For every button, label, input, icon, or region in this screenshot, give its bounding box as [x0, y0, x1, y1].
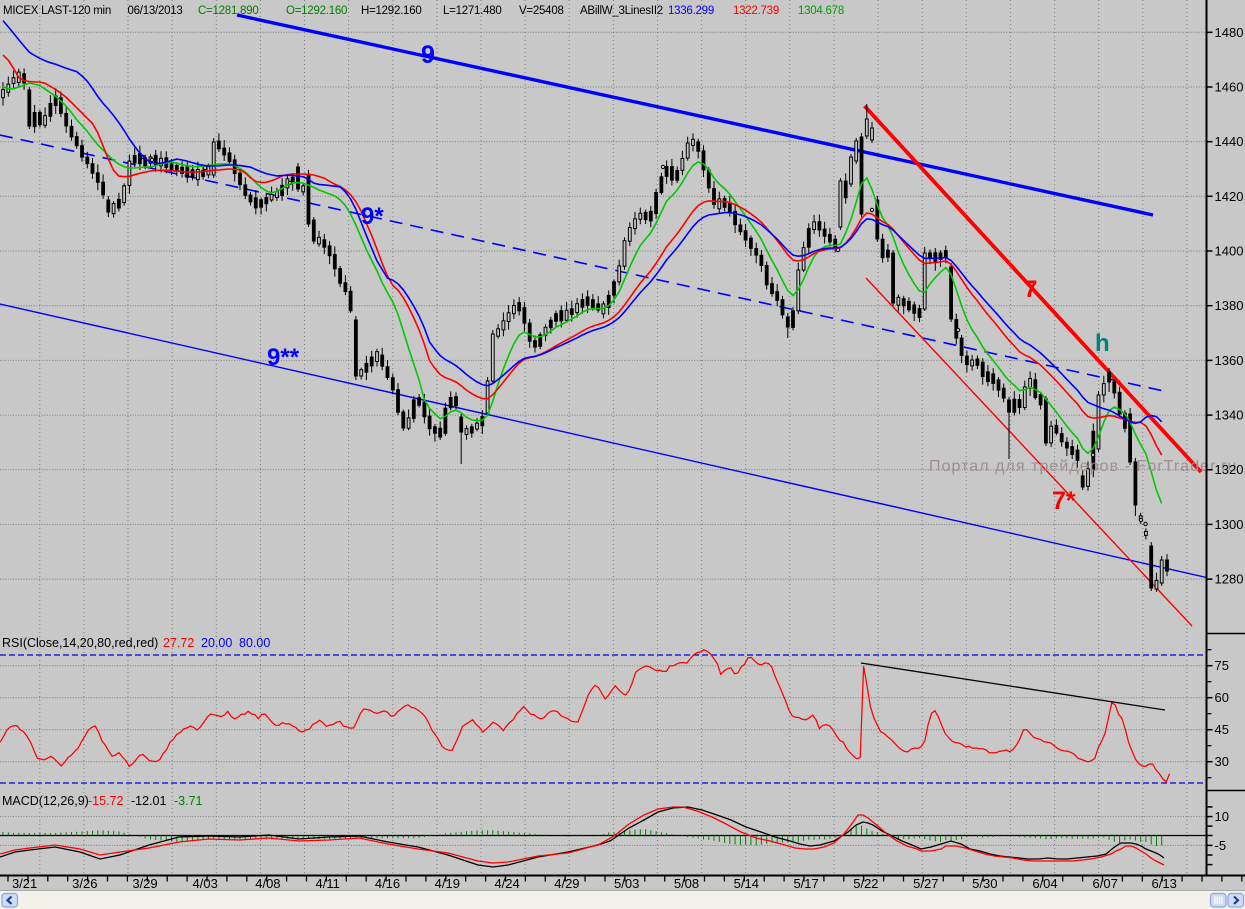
svg-text:20.00: 20.00 [201, 636, 232, 650]
svg-text:4/03: 4/03 [193, 876, 218, 891]
svg-text:6/07: 6/07 [1093, 876, 1118, 891]
svg-text:75: 75 [1215, 658, 1229, 673]
svg-text:-12.01: -12.01 [131, 794, 166, 808]
svg-text:7*: 7* [1052, 487, 1076, 515]
svg-text:1400: 1400 [1215, 244, 1244, 259]
svg-text:30: 30 [1215, 754, 1229, 769]
svg-text:O=1292.160: O=1292.160 [286, 5, 347, 17]
svg-text:4/16: 4/16 [375, 876, 400, 891]
svg-text:45: 45 [1215, 722, 1229, 737]
svg-text:3/29: 3/29 [132, 876, 157, 891]
svg-text:1480: 1480 [1215, 25, 1244, 40]
svg-text:1360: 1360 [1215, 353, 1244, 368]
svg-text:5/30: 5/30 [972, 876, 997, 891]
svg-text:Портал для трейдеров - ForTrad: Портал для трейдеров - ForTrader.ru [929, 458, 1237, 475]
svg-text:1280: 1280 [1215, 572, 1244, 587]
svg-text:1460: 1460 [1215, 80, 1244, 95]
svg-text:60: 60 [1215, 690, 1229, 705]
svg-text:MACD(12,26,9): MACD(12,26,9) [2, 794, 89, 808]
svg-text:9: 9 [421, 41, 435, 69]
svg-text:5/03: 5/03 [614, 876, 639, 891]
svg-text:4/08: 4/08 [255, 876, 280, 891]
svg-text:4/11: 4/11 [316, 876, 340, 891]
svg-text:5/14: 5/14 [734, 876, 759, 891]
svg-text:10: 10 [1215, 809, 1229, 824]
svg-text:ABillW_3LinesII2: ABillW_3LinesII2 [580, 5, 663, 17]
svg-text:-15.72: -15.72 [88, 794, 123, 808]
svg-text:H=1292.160: H=1292.160 [361, 5, 422, 17]
svg-text:6/04: 6/04 [1032, 876, 1057, 891]
svg-text:-3.71: -3.71 [174, 794, 203, 808]
svg-text:6/13: 6/13 [1152, 876, 1177, 891]
svg-text:1340: 1340 [1215, 408, 1244, 423]
svg-text:5/22: 5/22 [853, 876, 878, 891]
svg-text:27.72: 27.72 [163, 636, 194, 650]
svg-text:1304.678: 1304.678 [798, 5, 844, 17]
svg-text:06/13/2013: 06/13/2013 [128, 5, 183, 17]
svg-text:MICEX LAST-120 min: MICEX LAST-120 min [3, 5, 111, 17]
svg-text:1320: 1320 [1215, 462, 1244, 477]
svg-text:C=1281.890: C=1281.890 [198, 5, 259, 17]
svg-text:1380: 1380 [1215, 298, 1244, 313]
svg-text:7: 7 [1024, 276, 1037, 303]
svg-text:1336.299: 1336.299 [668, 5, 714, 17]
svg-text:4/24: 4/24 [494, 876, 519, 891]
svg-text:1322.739: 1322.739 [733, 5, 779, 17]
svg-text:9*: 9* [361, 203, 384, 230]
svg-text:1420: 1420 [1215, 189, 1244, 204]
svg-text:RSI(Close,14,20,80,red,red): RSI(Close,14,20,80,red,red) [2, 636, 158, 650]
svg-text:3/26: 3/26 [72, 876, 97, 891]
svg-text:5/17: 5/17 [793, 876, 818, 891]
svg-text:3/21: 3/21 [12, 876, 37, 891]
svg-text:L=1271.480: L=1271.480 [443, 5, 502, 17]
svg-text:4/29: 4/29 [554, 876, 579, 891]
svg-text:4/19: 4/19 [435, 876, 460, 891]
svg-text:9**: 9** [267, 344, 300, 371]
svg-text:1440: 1440 [1215, 134, 1244, 149]
svg-text:-5: -5 [1215, 838, 1227, 853]
svg-text:5/08: 5/08 [674, 876, 699, 891]
svg-text:1300: 1300 [1215, 517, 1244, 532]
svg-text:80.00: 80.00 [239, 636, 270, 650]
svg-text:V=25408: V=25408 [519, 5, 564, 17]
svg-text:5/27: 5/27 [913, 876, 938, 891]
svg-text:h: h [1095, 330, 1110, 357]
